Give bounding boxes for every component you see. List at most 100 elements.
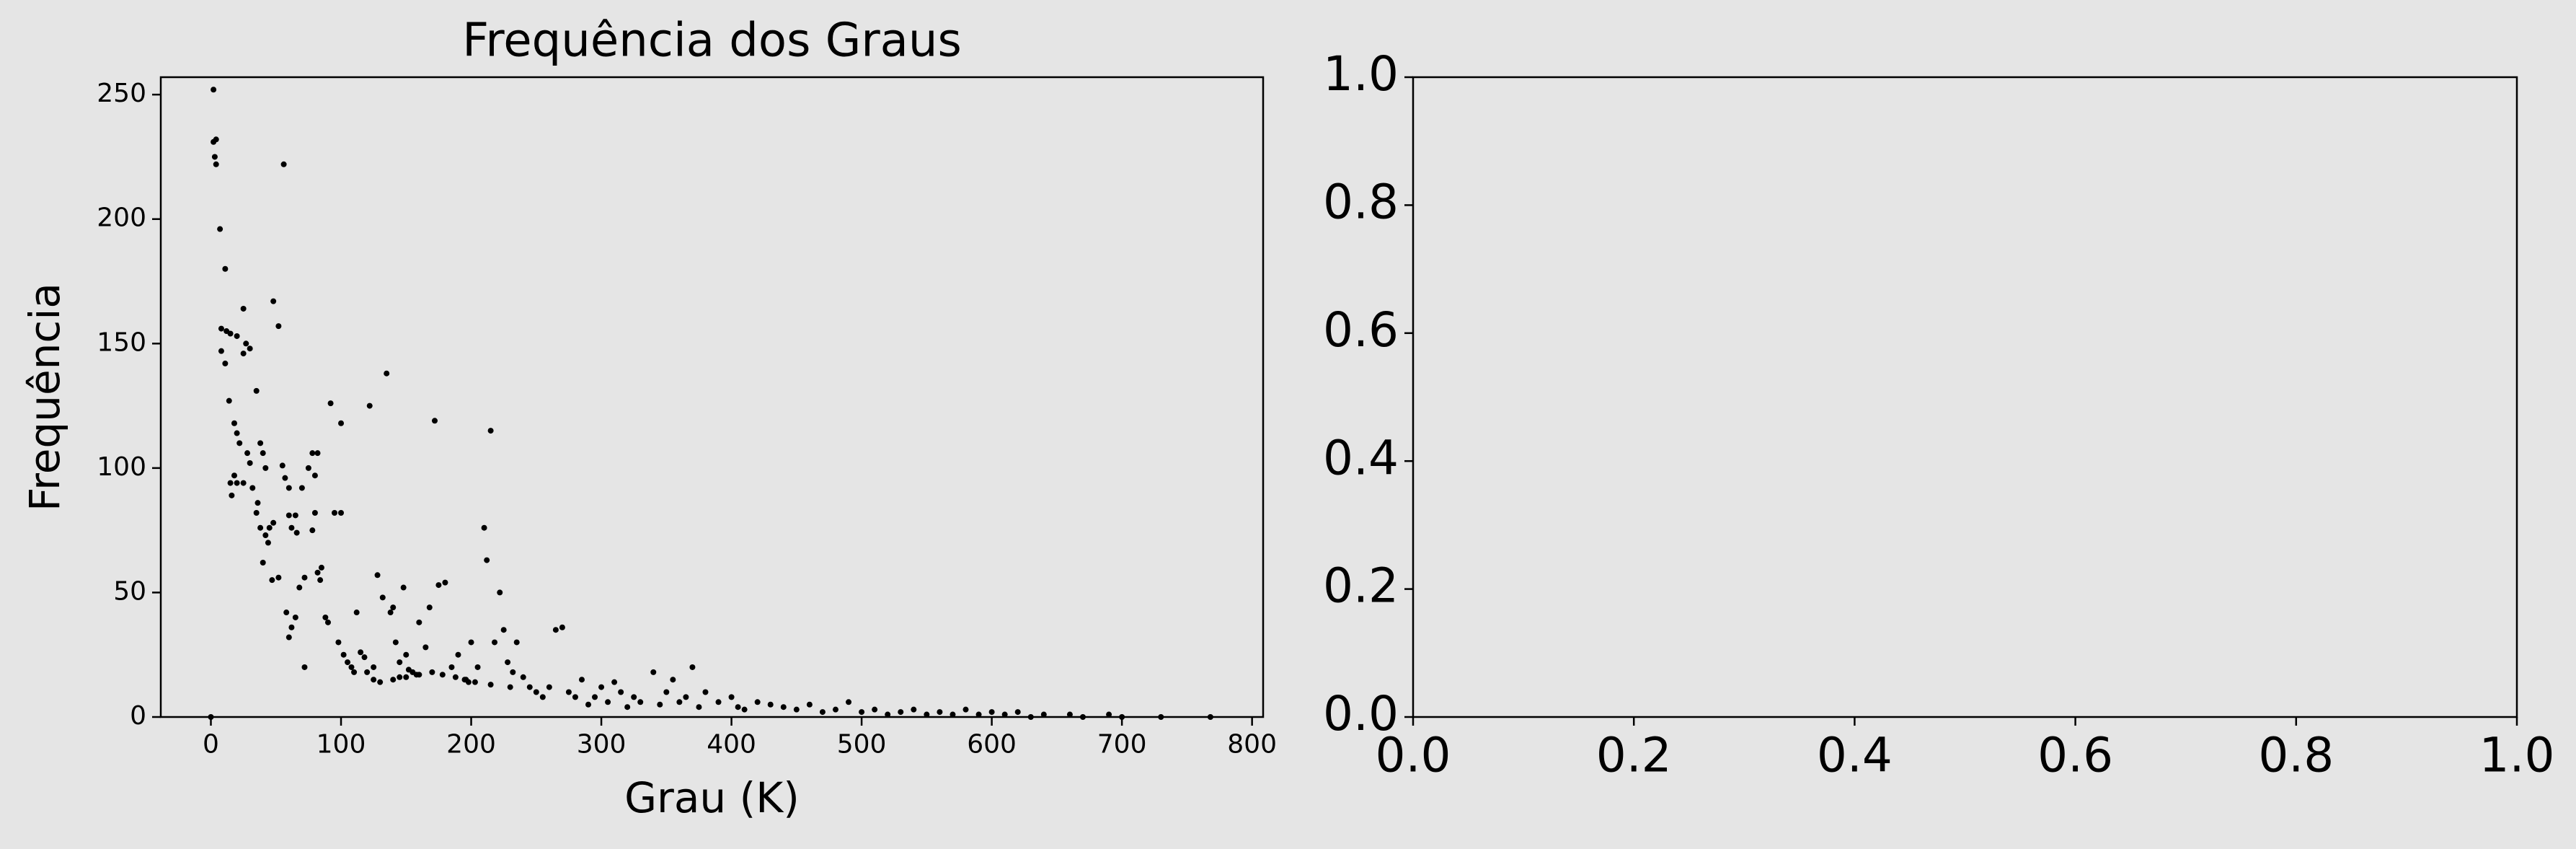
point xyxy=(244,450,251,457)
point xyxy=(702,689,709,695)
point xyxy=(416,619,422,625)
point xyxy=(211,87,217,93)
point xyxy=(505,659,511,666)
point xyxy=(374,572,381,579)
point xyxy=(348,664,355,670)
point xyxy=(507,684,513,690)
point xyxy=(293,529,300,536)
point xyxy=(351,669,358,675)
point xyxy=(234,430,240,436)
y-tick-label: 0.6 xyxy=(1323,302,1399,358)
point xyxy=(1119,714,1125,720)
point xyxy=(442,579,448,586)
point xyxy=(213,136,219,143)
point xyxy=(559,624,565,630)
y-tick-label: 0 xyxy=(130,701,146,731)
point xyxy=(598,684,605,690)
point xyxy=(767,701,774,708)
point xyxy=(318,564,324,571)
x-axis-label: Grau (K) xyxy=(624,773,800,822)
point xyxy=(741,706,748,713)
point xyxy=(390,604,397,611)
point xyxy=(403,651,410,658)
point xyxy=(431,418,438,424)
point xyxy=(1014,709,1021,716)
point xyxy=(898,709,904,716)
point xyxy=(366,402,373,409)
point xyxy=(472,679,478,685)
point xyxy=(314,450,321,457)
point xyxy=(1040,711,1047,718)
point xyxy=(670,677,676,683)
point xyxy=(611,679,618,685)
point xyxy=(243,340,249,347)
point xyxy=(236,440,243,447)
point xyxy=(924,711,930,718)
point xyxy=(624,704,631,711)
point xyxy=(309,527,316,534)
point xyxy=(578,677,585,683)
point xyxy=(222,360,229,366)
point xyxy=(240,305,247,312)
x-tick-label: 0 xyxy=(203,730,219,760)
point xyxy=(735,704,741,711)
point xyxy=(1066,711,1073,718)
point xyxy=(1027,714,1034,720)
point xyxy=(292,512,298,519)
point xyxy=(397,674,403,680)
x-tick-label: 0.6 xyxy=(2037,728,2113,783)
point xyxy=(422,644,429,651)
point xyxy=(262,532,269,539)
point xyxy=(286,634,292,641)
point xyxy=(247,459,253,466)
point xyxy=(806,701,813,708)
x-tick-label: 0.4 xyxy=(1817,728,1893,783)
point xyxy=(429,669,435,675)
point xyxy=(572,694,578,700)
point xyxy=(371,664,377,670)
x-tick-label: 100 xyxy=(317,730,366,760)
point xyxy=(270,298,277,304)
point xyxy=(218,325,224,332)
point xyxy=(222,265,229,272)
point xyxy=(539,694,546,700)
point xyxy=(217,226,223,232)
point xyxy=(484,557,490,563)
point xyxy=(279,462,286,469)
point xyxy=(1079,714,1086,720)
y-tick-label: 50 xyxy=(113,576,146,606)
point xyxy=(275,574,282,581)
point xyxy=(1207,714,1213,720)
point xyxy=(650,669,657,675)
point xyxy=(592,694,598,700)
point xyxy=(211,154,218,160)
point xyxy=(311,472,318,479)
point xyxy=(832,706,838,713)
point xyxy=(546,684,552,690)
y-tick-label: 1.0 xyxy=(1323,46,1399,102)
point xyxy=(288,624,295,630)
point xyxy=(689,664,696,670)
x-tick-label: 0.2 xyxy=(1596,728,1672,783)
x-tick-label: 200 xyxy=(446,730,496,760)
point xyxy=(416,672,422,678)
point xyxy=(286,485,292,491)
point xyxy=(322,614,329,620)
point xyxy=(463,677,469,683)
point xyxy=(240,480,247,486)
point xyxy=(311,509,318,516)
point xyxy=(253,387,260,394)
point xyxy=(260,450,266,457)
point xyxy=(696,704,702,711)
point xyxy=(327,400,334,407)
point xyxy=(468,639,474,646)
point xyxy=(872,706,878,713)
point xyxy=(234,480,240,486)
point xyxy=(240,351,247,357)
point xyxy=(309,450,316,457)
point xyxy=(819,709,826,716)
point xyxy=(335,639,342,646)
x-tick-label: 0.0 xyxy=(1376,728,1451,783)
point xyxy=(387,610,394,616)
